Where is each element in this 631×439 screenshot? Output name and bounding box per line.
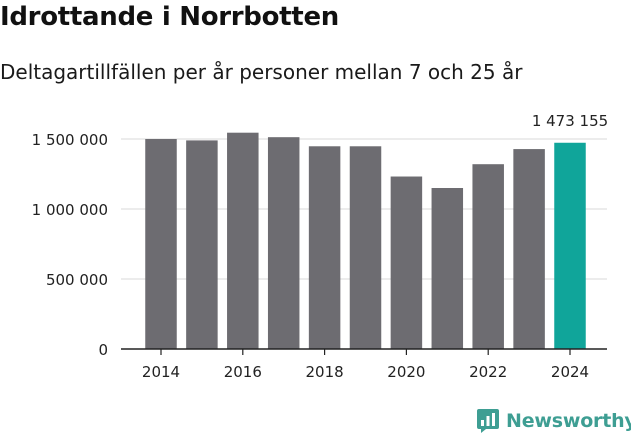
newsworthy-logo-icon bbox=[477, 409, 499, 433]
bar-2020 bbox=[390, 176, 423, 349]
x-tick-label: 2014 bbox=[142, 363, 180, 381]
bar-2014 bbox=[145, 139, 177, 349]
bar-2021 bbox=[431, 188, 464, 349]
x-tick-label: 2020 bbox=[387, 363, 425, 381]
newsworthy-logo-text: Newsworthy bbox=[506, 410, 631, 432]
bar-2022 bbox=[472, 164, 504, 349]
bar-2015 bbox=[186, 140, 218, 349]
chart-title: Idrottande i Norrbotten bbox=[0, 2, 339, 32]
chart-subtitle: Deltagartillfällen per år personer mella… bbox=[0, 60, 523, 84]
bar-2016 bbox=[227, 132, 259, 349]
x-tick-label: 2024 bbox=[551, 363, 589, 381]
x-tick-label: 2022 bbox=[469, 363, 507, 381]
newsworthy-logo[interactable]: Newsworthy bbox=[476, 407, 631, 435]
bar-2024 bbox=[554, 142, 586, 349]
y-tick-label: 500 000 bbox=[46, 271, 108, 289]
highlight-value-label: 1 473 155 bbox=[532, 112, 608, 130]
bar-2017 bbox=[267, 137, 300, 349]
bar-2019 bbox=[349, 146, 382, 349]
y-tick-label: 1 000 000 bbox=[32, 201, 108, 219]
x-tick-label: 2016 bbox=[224, 363, 262, 381]
y-tick-label: 0 bbox=[98, 341, 108, 359]
x-tick-label: 2018 bbox=[306, 363, 344, 381]
y-tick-label: 1 500 000 bbox=[32, 131, 108, 149]
bar-2018 bbox=[308, 146, 341, 349]
bar-2023 bbox=[513, 149, 545, 349]
